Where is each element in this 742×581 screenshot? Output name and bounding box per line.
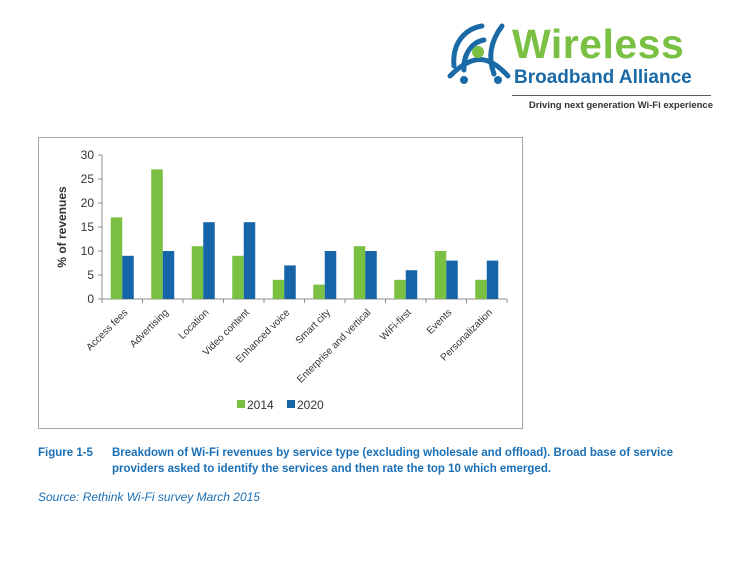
x-tick-label: Advertising xyxy=(128,307,171,350)
bar-2020-advertising xyxy=(162,251,175,299)
bar-chart: 0 5 10 15 20 25 30 % of revenues Access feesAdve… xyxy=(55,148,508,412)
x-tick-label: Enterprise and vertical xyxy=(295,307,373,385)
x-tick-label: Events xyxy=(425,307,454,336)
bar-2020-enterprise-and-vertical xyxy=(365,251,377,299)
x-tick-label: WiFi-first xyxy=(378,307,414,343)
x-tick-label: Smart city xyxy=(294,307,333,346)
legend-swatch-2020 xyxy=(287,400,295,408)
bar-2020-access-fees xyxy=(122,255,134,299)
y-tick-label: 0 xyxy=(87,292,94,306)
bar-2014-location xyxy=(191,246,204,299)
y-tick-label: 5 xyxy=(87,268,94,282)
figure-caption-text: Breakdown of Wi-Fi revenues by service t… xyxy=(112,447,673,475)
legend-label-2020: 2020 xyxy=(297,398,324,412)
x-tick-label: Access fees xyxy=(84,307,130,353)
x-tick-label: Location xyxy=(177,307,212,342)
legend-label-2014: 2014 xyxy=(247,398,274,412)
y-tick-label: 20 xyxy=(81,196,95,210)
figure-label: Figure 1-5 xyxy=(38,447,93,459)
bar-2020-enhanced-voice xyxy=(284,265,296,299)
y-tick-label: 10 xyxy=(81,244,95,258)
bar-2014-access-fees xyxy=(110,217,123,299)
bar-2014-video-content xyxy=(232,255,244,299)
bar-2020-smart-city xyxy=(324,251,337,299)
chart-frame: 0 5 10 15 20 25 30 % of revenues Access fees Adve… xyxy=(38,137,523,429)
bar-2020-events xyxy=(446,260,458,299)
bar-2014-smart-city xyxy=(313,284,325,299)
bar-2014-enhanced-voice xyxy=(272,279,285,299)
y-tick-label: 25 xyxy=(81,172,95,186)
bar-2020-wifi-first xyxy=(405,270,418,299)
brand-wordmark: Wireless xyxy=(512,21,685,67)
bar-2014-personalization xyxy=(475,279,487,299)
header-divider xyxy=(512,95,711,96)
brand-tagline: Driving next generation Wi-Fi experience xyxy=(528,100,713,111)
y-tick-label: 30 xyxy=(81,148,95,162)
bar-2020-video-content xyxy=(243,222,256,299)
brand-subtitle: Broadband Alliance xyxy=(514,67,692,88)
bar-2014-events xyxy=(434,251,447,299)
wba-logo-icon xyxy=(447,23,511,84)
bar-2020-personalization xyxy=(486,260,499,299)
legend-swatch-2014 xyxy=(237,400,245,408)
bar-2014-enterprise-and-vertical xyxy=(353,246,366,299)
y-axis-title: % of revenues xyxy=(55,186,69,268)
figure-source: Source: Rethink Wi-Fi survey March 2015 xyxy=(38,490,260,504)
bar-2020-location xyxy=(203,222,215,299)
bar-2014-wifi-first xyxy=(394,279,406,299)
y-tick-label: 15 xyxy=(81,220,95,234)
bar-2014-advertising xyxy=(151,169,163,299)
